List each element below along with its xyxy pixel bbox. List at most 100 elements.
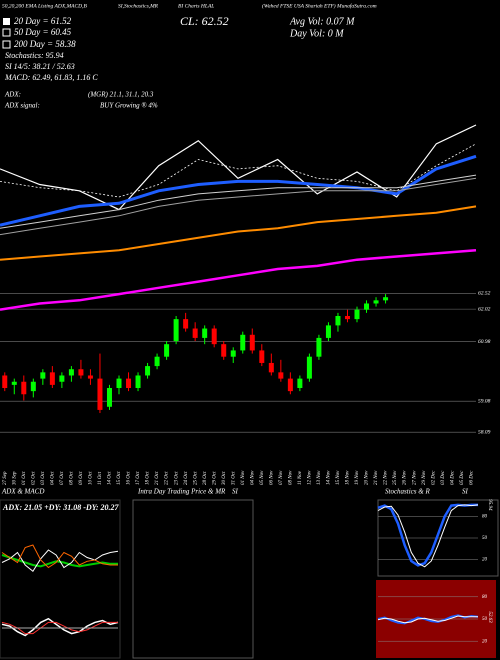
x-tick-label: 03 Dec [441,470,446,485]
y-tick-label: 20 [482,558,488,563]
candle-body [126,378,132,388]
indicator-text: SI 14/5: 38.21 / 52.63 [5,62,75,71]
current-value: 52.63 [487,611,492,623]
y-tick-label: 60.98 [478,339,491,345]
candle-body [221,344,227,357]
mrsi-text: (MGR) 21.1, 31.1, 20.3 [88,91,154,99]
x-tick-label: 11 Nov [298,470,303,485]
header-text: 50,20,200 EMA Listing ADX,MACD,B [2,3,88,9]
panel-subtitle: ADX: 21.05 +DY: 31.08 -DY: 20.27 [2,503,120,512]
y-tick-label: 80 [482,595,488,600]
x-tick-label: 09 Oct [79,471,84,485]
x-tick-label: 06 Dec [469,470,474,485]
y-tick-label: 59.08 [478,398,491,404]
moving-average-line [0,143,477,198]
candle-body [249,334,255,351]
x-tick-label: 08 Nov [289,470,294,485]
candle-body [2,375,8,388]
x-tick-label: 02 Oct [31,471,36,485]
y-tick-label: 58.09 [478,429,491,435]
candle-body [240,334,246,351]
x-tick-label: 30 Oct [222,471,227,485]
moving-average-line [0,174,477,229]
y-tick-label: 62.52 [478,291,491,297]
candle-body [145,366,151,376]
x-tick-label: 22 Nov [384,470,389,485]
x-tick-label: 19 Nov [355,470,360,485]
x-tick-label: 18 Nov [346,470,351,485]
candle-body [59,375,65,382]
indicator-line [377,615,478,624]
candle-body [230,350,236,357]
x-tick-label: 16 Oct [127,471,132,485]
x-tick-label: 18 Oct [146,471,151,485]
indicator-line [1,544,118,569]
candle-body [21,381,27,395]
x-tick-label: 04 Nov [250,470,255,485]
x-tick-label: 04 Oct [51,471,56,485]
candle-body [135,375,141,388]
candle-body [268,362,274,373]
candle-body [173,319,179,342]
candle-body [78,369,84,376]
candle-body [287,378,293,392]
candle-body [192,328,198,338]
y-tick-label: 80 [482,515,488,520]
signal-text: BUY Growing ® 4% [100,102,158,110]
candle-body [40,372,46,379]
y-tick-label: 20 [482,639,488,644]
indicator-text: Stochastics: 95.94 [5,51,64,60]
adx-signal-text: ADX signal: [4,102,40,110]
candle-body [335,316,341,326]
candle-body [87,375,93,379]
x-tick-label: 14 Oct [108,471,113,485]
day-volume: Day Vol: 0 M [289,28,344,39]
candle-body [364,303,370,310]
x-tick-label: 11 Oct [98,471,103,485]
candle-body [68,369,74,376]
header-text: (Wahed FTSE USA Shariah ETF) MunafaSutra… [262,2,377,9]
x-tick-label: 06 Nov [269,470,274,485]
x-tick-label: 15 Nov [336,470,341,485]
candle-body [373,300,379,304]
x-tick-label: 29 Oct [212,471,217,485]
x-tick-label: 24 Oct [184,471,189,485]
avg-volume: Avg Vol: 0.07 M [289,16,355,27]
legend-swatch [2,40,11,49]
y-tick-label: 50 [482,617,488,622]
indicator-line [1,549,119,573]
x-tick-label: 15 Oct [117,471,122,485]
candle-body [116,378,122,388]
candle-body [164,344,170,357]
candle-body [97,378,103,410]
moving-average-line [0,249,477,311]
x-tick-label: 26 Nov [403,470,408,485]
candle-body [202,328,208,338]
moving-average-line [0,205,477,261]
moving-average-line [0,124,477,211]
candle-body [211,328,217,345]
candle-body [316,337,322,357]
indicator-text: MACD: 62.49, 61.83, 1.16 C [4,73,98,82]
candle-body [383,297,389,301]
x-tick-label: 10 Oct [89,471,94,485]
candle-body [30,381,36,392]
candle-body [154,356,160,367]
x-tick-label: 08 Oct [70,471,75,485]
candle-body [278,372,284,379]
legend-item: 50 Day = 60.45 [14,27,72,37]
moving-average-line [0,154,477,227]
panel-title: Stochastics & R [385,488,430,496]
x-tick-label: 20 Nov [365,470,370,485]
header-text: SI,Stochastics,MR [118,3,159,9]
x-tick-label: 05 Nov [260,470,265,485]
panel-title: SI [232,488,239,496]
adx-panel [0,499,121,659]
x-tick-label: 12 Nov [308,470,313,485]
x-tick-label: 27 Nov [412,470,417,485]
candle-body [11,381,17,385]
x-tick-label: 17 Oct [136,471,141,485]
intraday-panel [132,499,254,659]
candle-body [354,309,360,320]
